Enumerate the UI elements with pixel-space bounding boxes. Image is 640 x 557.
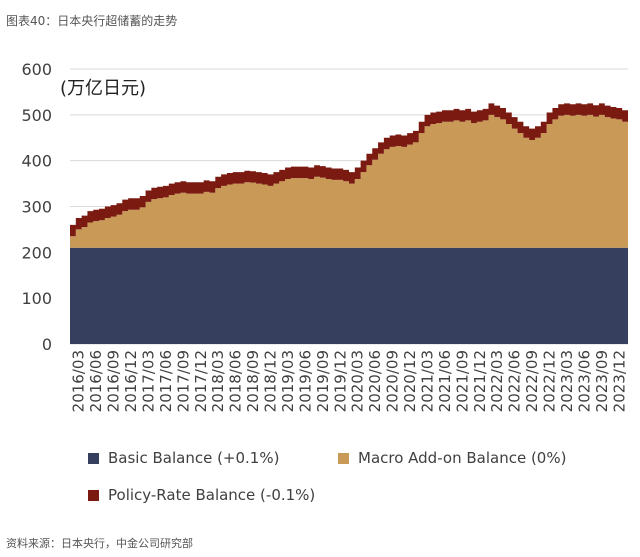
stacked-area-chart: 0 100 200 300 400 500 600 2016/03 2016/06 2016/0… <box>21 60 629 412</box>
x-tick-label: 2023/09 <box>593 350 611 412</box>
x-tick-label: 2021/06 <box>436 350 454 412</box>
x-tick-label: 2019/03 <box>279 350 297 412</box>
y-tick-label: 200 <box>21 243 52 262</box>
source-note: 资料来源：日本央行，中金公司研究部 <box>6 537 193 550</box>
legend-policy: Policy-Rate Balance (-0.1%) <box>88 486 315 504</box>
legend-label-basic: Basic Balance (+0.1%) <box>108 449 280 467</box>
x-tick-label: 2019/06 <box>296 350 314 412</box>
x-tick-label: 2022/09 <box>523 350 541 412</box>
x-tick-label: 2016/06 <box>87 350 105 412</box>
figure-caption: 图表40：日本央行超储蓄的走势 <box>6 14 178 28</box>
x-tick-label: 2017/09 <box>174 350 192 412</box>
x-tick-label: 2020/12 <box>401 350 419 412</box>
x-tick-label: 2018/03 <box>209 350 227 412</box>
y-tick-label: 600 <box>21 60 52 79</box>
x-tick-label: 2020/09 <box>384 350 402 412</box>
x-tick-label: 2017/12 <box>192 350 210 412</box>
y-tick-label: 500 <box>21 106 52 125</box>
x-tick-label: 2023/03 <box>558 350 576 412</box>
x-tick-label: 2022/03 <box>488 350 506 412</box>
x-tick-label: 2017/03 <box>139 350 157 412</box>
x-tick-label: 2022/06 <box>506 350 524 412</box>
x-tick-label: 2020/03 <box>349 350 367 412</box>
x-tick-label: 2020/06 <box>366 350 384 412</box>
x-tick-label: 2017/06 <box>157 350 175 412</box>
y-tick-label: 400 <box>21 152 52 171</box>
x-tick-label: 2016/09 <box>105 350 123 412</box>
legend-macro: Macro Add-on Balance (0%) <box>338 449 566 467</box>
legend-swatch-basic <box>88 452 99 464</box>
x-tick-label: 2018/12 <box>262 350 280 412</box>
x-tick-label: 2023/06 <box>575 350 593 412</box>
y-tick-label: 300 <box>21 198 52 217</box>
x-tick-label: 2021/09 <box>453 350 471 412</box>
y-tick-label: 100 <box>21 289 52 308</box>
x-tick-label: 2021/12 <box>471 350 489 412</box>
x-tick-label: 2019/12 <box>331 350 349 412</box>
legend-swatch-macro <box>338 452 349 464</box>
y-tick-label: 0 <box>42 335 52 354</box>
legend-label-policy: Policy-Rate Balance (-0.1%) <box>108 486 316 504</box>
chart-series <box>70 103 628 344</box>
x-tick-label: 2019/09 <box>314 350 332 412</box>
legend-swatch-policy <box>88 489 99 501</box>
legend-label-macro: Macro Add-on Balance (0%) <box>358 449 567 467</box>
y-axis-ticks: 0 100 200 300 400 500 600 <box>21 60 52 354</box>
series-area-basic <box>70 247 628 344</box>
legend-basic: Basic Balance (+0.1%) <box>88 449 279 467</box>
x-axis-ticks: 2016/03 2016/06 2016/09 2016/12 2017/03 2017/… <box>70 350 629 412</box>
y-axis-unit-label: (万亿日元) <box>60 78 146 99</box>
series-area-policy <box>70 103 628 237</box>
x-tick-label: 2018/09 <box>244 350 262 412</box>
x-tick-label: 2021/03 <box>418 350 436 412</box>
x-tick-label: 2016/03 <box>70 350 88 412</box>
x-tick-label: 2018/06 <box>227 350 245 412</box>
x-tick-label: 2016/12 <box>122 350 140 412</box>
x-tick-label: 2023/12 <box>610 350 628 412</box>
x-tick-label: 2022/12 <box>541 350 559 412</box>
